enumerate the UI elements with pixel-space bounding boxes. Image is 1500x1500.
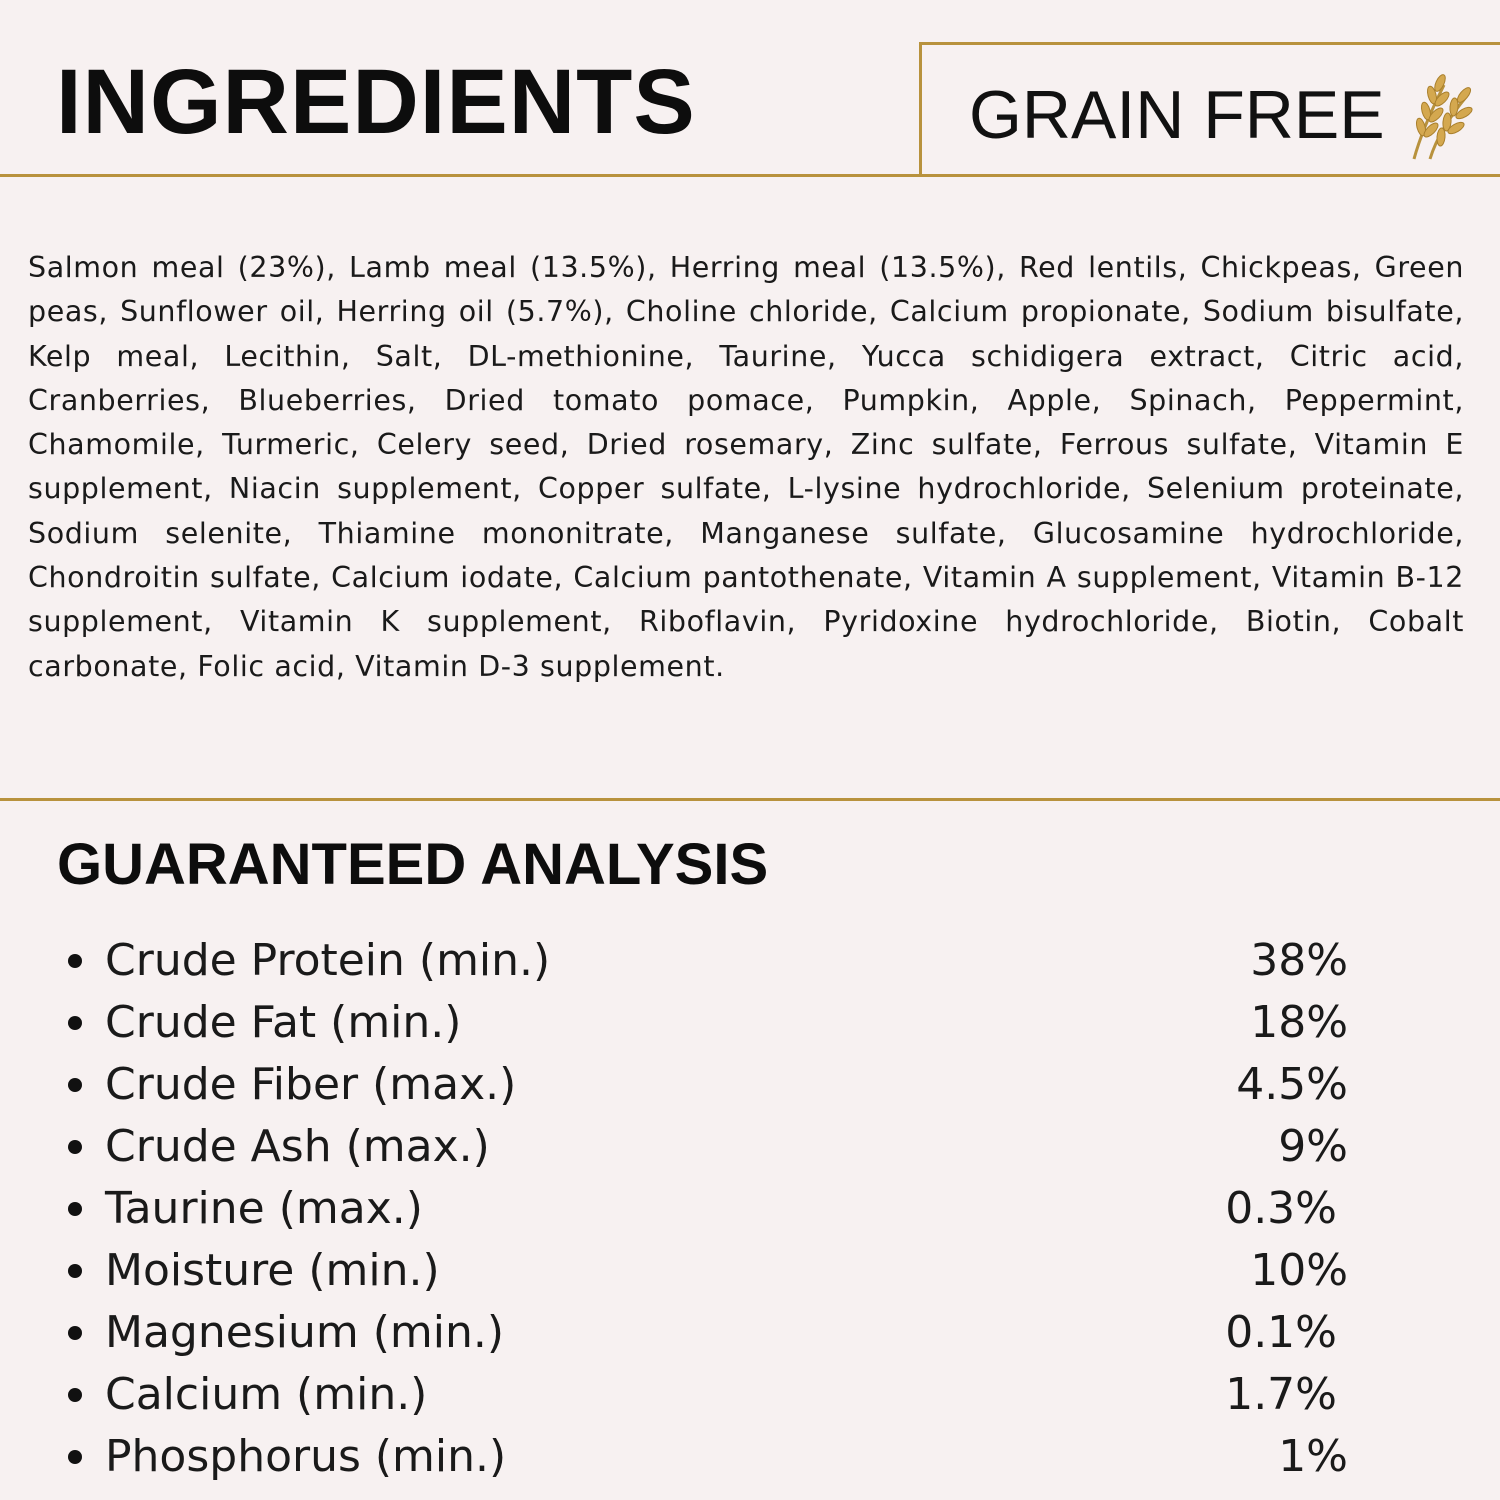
- bullet-icon: [68, 954, 82, 968]
- analysis-value: 4.5%: [1236, 1059, 1348, 1110]
- analysis-row: Taurine (max.) 0.3%: [0, 1178, 1500, 1240]
- analysis-title: GUARANTEED ANALYSIS: [57, 832, 769, 897]
- analysis-label: Phosphorus (min.): [105, 1431, 507, 1482]
- analysis-row: Calcium (min.) 1.7%: [0, 1364, 1500, 1426]
- analysis-row: Crude Fat (min.) 18%: [0, 992, 1500, 1054]
- bullet-icon: [68, 1388, 82, 1402]
- page-title: INGREDIENTS: [56, 51, 696, 153]
- analysis-value: 18%: [1250, 997, 1348, 1048]
- bullet-icon: [68, 1264, 82, 1278]
- analysis-label: Taurine (max.): [105, 1183, 423, 1234]
- analysis-label: Moisture (min.): [105, 1245, 440, 1296]
- bullet-icon: [68, 1016, 82, 1030]
- section-divider: [0, 798, 1500, 801]
- analysis-row: Magnesium (min.) 0.1%: [0, 1302, 1500, 1364]
- analysis-value: 0.3%: [1225, 1183, 1337, 1234]
- analysis-value: 9%: [1278, 1121, 1348, 1172]
- analysis-value: 38%: [1250, 935, 1348, 986]
- analysis-row: Moisture (min.) 10%: [0, 1240, 1500, 1302]
- analysis-label: Crude Fiber (max.): [105, 1059, 517, 1110]
- badge-label: GRAIN FREE: [969, 77, 1385, 153]
- wheat-icon: [1412, 74, 1473, 160]
- analysis-row: Phosphorus (min.) 1%: [0, 1426, 1500, 1488]
- analysis-value: 1.7%: [1225, 1369, 1337, 1420]
- bullet-icon: [68, 1202, 82, 1216]
- analysis-label: Calcium (min.): [105, 1369, 428, 1420]
- analysis-value: 1%: [1278, 1431, 1348, 1482]
- analysis-value: 10%: [1250, 1245, 1348, 1296]
- analysis-row: Crude Fiber (max.) 4.5%: [0, 1054, 1500, 1116]
- ingredients-list: Salmon meal (23%), Lamb meal (13.5%), He…: [28, 251, 1464, 683]
- analysis-row: Crude Protein (min.) 38%: [0, 930, 1500, 992]
- analysis-row: Crude Ash (max.) 9%: [0, 1116, 1500, 1178]
- analysis-label: Crude Fat (min.): [105, 997, 462, 1048]
- bullet-icon: [68, 1078, 82, 1092]
- bullet-icon: [68, 1450, 82, 1464]
- analysis-label: Crude Ash (max.): [105, 1121, 490, 1172]
- bullet-icon: [68, 1326, 82, 1340]
- analysis-value: 0.1%: [1225, 1307, 1337, 1358]
- grain-free-badge: GRAIN FREE: [919, 42, 1500, 176]
- analysis-label: Crude Protein (min.): [105, 935, 551, 986]
- analysis-label: Magnesium (min.): [105, 1307, 504, 1358]
- bullet-icon: [68, 1140, 82, 1154]
- header-divider: [0, 174, 1500, 177]
